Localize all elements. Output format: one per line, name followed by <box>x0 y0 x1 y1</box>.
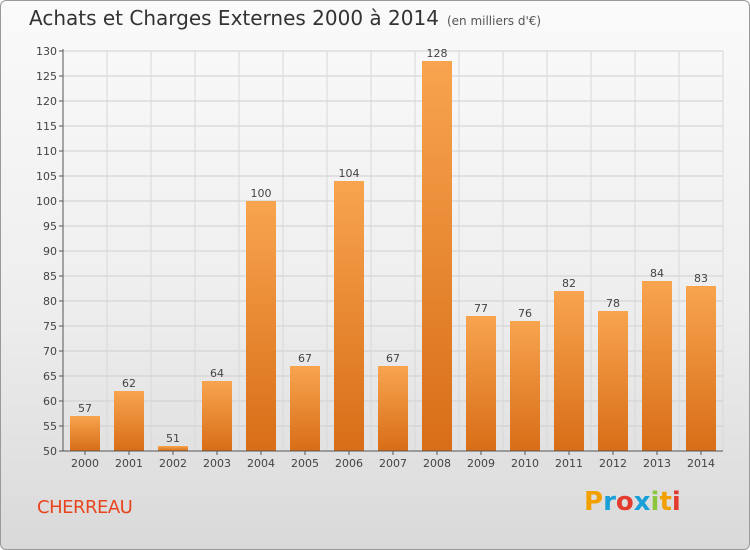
x-tick-label: 2008 <box>423 457 451 470</box>
logo-letter: i <box>671 487 681 517</box>
bar-value-label: 84 <box>650 267 664 280</box>
y-tick-label: 50 <box>43 445 57 458</box>
bar-value-label: 128 <box>427 47 448 60</box>
bar-value-label: 78 <box>606 297 620 310</box>
x-tick-label: 2006 <box>335 457 363 470</box>
bar <box>290 366 320 451</box>
bar-value-label: 76 <box>518 307 532 320</box>
x-tick-label: 2000 <box>71 457 99 470</box>
x-tick-label: 2001 <box>115 457 143 470</box>
bar-value-label: 82 <box>562 277 576 290</box>
x-tick-label: 2002 <box>159 457 187 470</box>
bar <box>378 366 408 451</box>
chart-title: Achats et Charges Externes 2000 à 2014 (e… <box>29 6 541 30</box>
y-tick-label: 80 <box>43 295 57 308</box>
chart-subtitle: (en milliers d'€) <box>446 14 542 28</box>
x-tick-label: 2009 <box>467 457 495 470</box>
bar <box>598 311 628 451</box>
logo-letter: r <box>603 487 616 517</box>
bar <box>466 316 496 451</box>
x-tick-label: 2007 <box>379 457 407 470</box>
bar <box>70 416 100 451</box>
bar <box>246 201 276 451</box>
x-tick-label: 2004 <box>247 457 275 470</box>
bar-value-label: 67 <box>298 352 312 365</box>
y-tick-label: 90 <box>43 245 57 258</box>
bar-value-label: 83 <box>694 272 708 285</box>
y-tick-label: 105 <box>36 170 57 183</box>
bar <box>554 291 584 451</box>
y-tick-label: 110 <box>36 145 57 158</box>
y-tick-label: 75 <box>43 320 57 333</box>
bar-value-label: 64 <box>210 367 224 380</box>
bar-value-label: 62 <box>122 377 136 390</box>
x-tick-label: 2014 <box>687 457 715 470</box>
y-tick-label: 55 <box>43 420 57 433</box>
y-tick-label: 95 <box>43 220 57 233</box>
x-tick-label: 2012 <box>599 457 627 470</box>
bar <box>642 281 672 451</box>
logo-letter: t <box>659 487 672 517</box>
bar <box>334 181 364 451</box>
axes: 50 55 60 65 70 75 80 85 90 95 100 105 110 115 120 125 13… <box>36 45 723 470</box>
chart-title-text: Achats et Charges Externes 2000 à 2014 <box>29 6 439 30</box>
commune-name: CHERREAU <box>37 497 133 518</box>
y-tick-label: 120 <box>36 95 57 108</box>
x-tick-label: 2003 <box>203 457 231 470</box>
y-tick-label: 60 <box>43 395 57 408</box>
bar <box>686 286 716 451</box>
bar-value-label: 51 <box>166 432 180 445</box>
bar <box>510 321 540 451</box>
bars: 57 62 51 64 100 67 104 67 128 77 76 82 78 84 83 <box>70 47 716 451</box>
y-tick-label: 125 <box>36 70 57 83</box>
logo-letter: x <box>633 487 651 517</box>
bar-value-label: 57 <box>78 402 92 415</box>
y-tick-label: 130 <box>36 45 57 58</box>
y-tick-label: 70 <box>43 345 57 358</box>
bar-value-label: 67 <box>386 352 400 365</box>
y-tick-label: 85 <box>43 270 57 283</box>
bar-value-label: 104 <box>339 167 360 180</box>
y-tick-label: 100 <box>36 195 57 208</box>
proxiti-logo: Proxiti <box>584 487 681 517</box>
bar <box>114 391 144 451</box>
x-tick-label: 2005 <box>291 457 319 470</box>
bar-value-label: 100 <box>251 187 272 200</box>
bar <box>202 381 232 451</box>
y-tick-label: 65 <box>43 370 57 383</box>
logo-letter: i <box>650 487 660 517</box>
y-tick-label: 115 <box>36 120 57 133</box>
logo-letter: o <box>615 487 634 517</box>
x-tick-label: 2010 <box>511 457 539 470</box>
x-tick-label: 2013 <box>643 457 671 470</box>
x-tick-label: 2011 <box>555 457 583 470</box>
bar <box>422 61 452 451</box>
logo-letter: P <box>584 487 604 517</box>
bar-value-label: 77 <box>474 302 488 315</box>
bar <box>158 446 188 451</box>
